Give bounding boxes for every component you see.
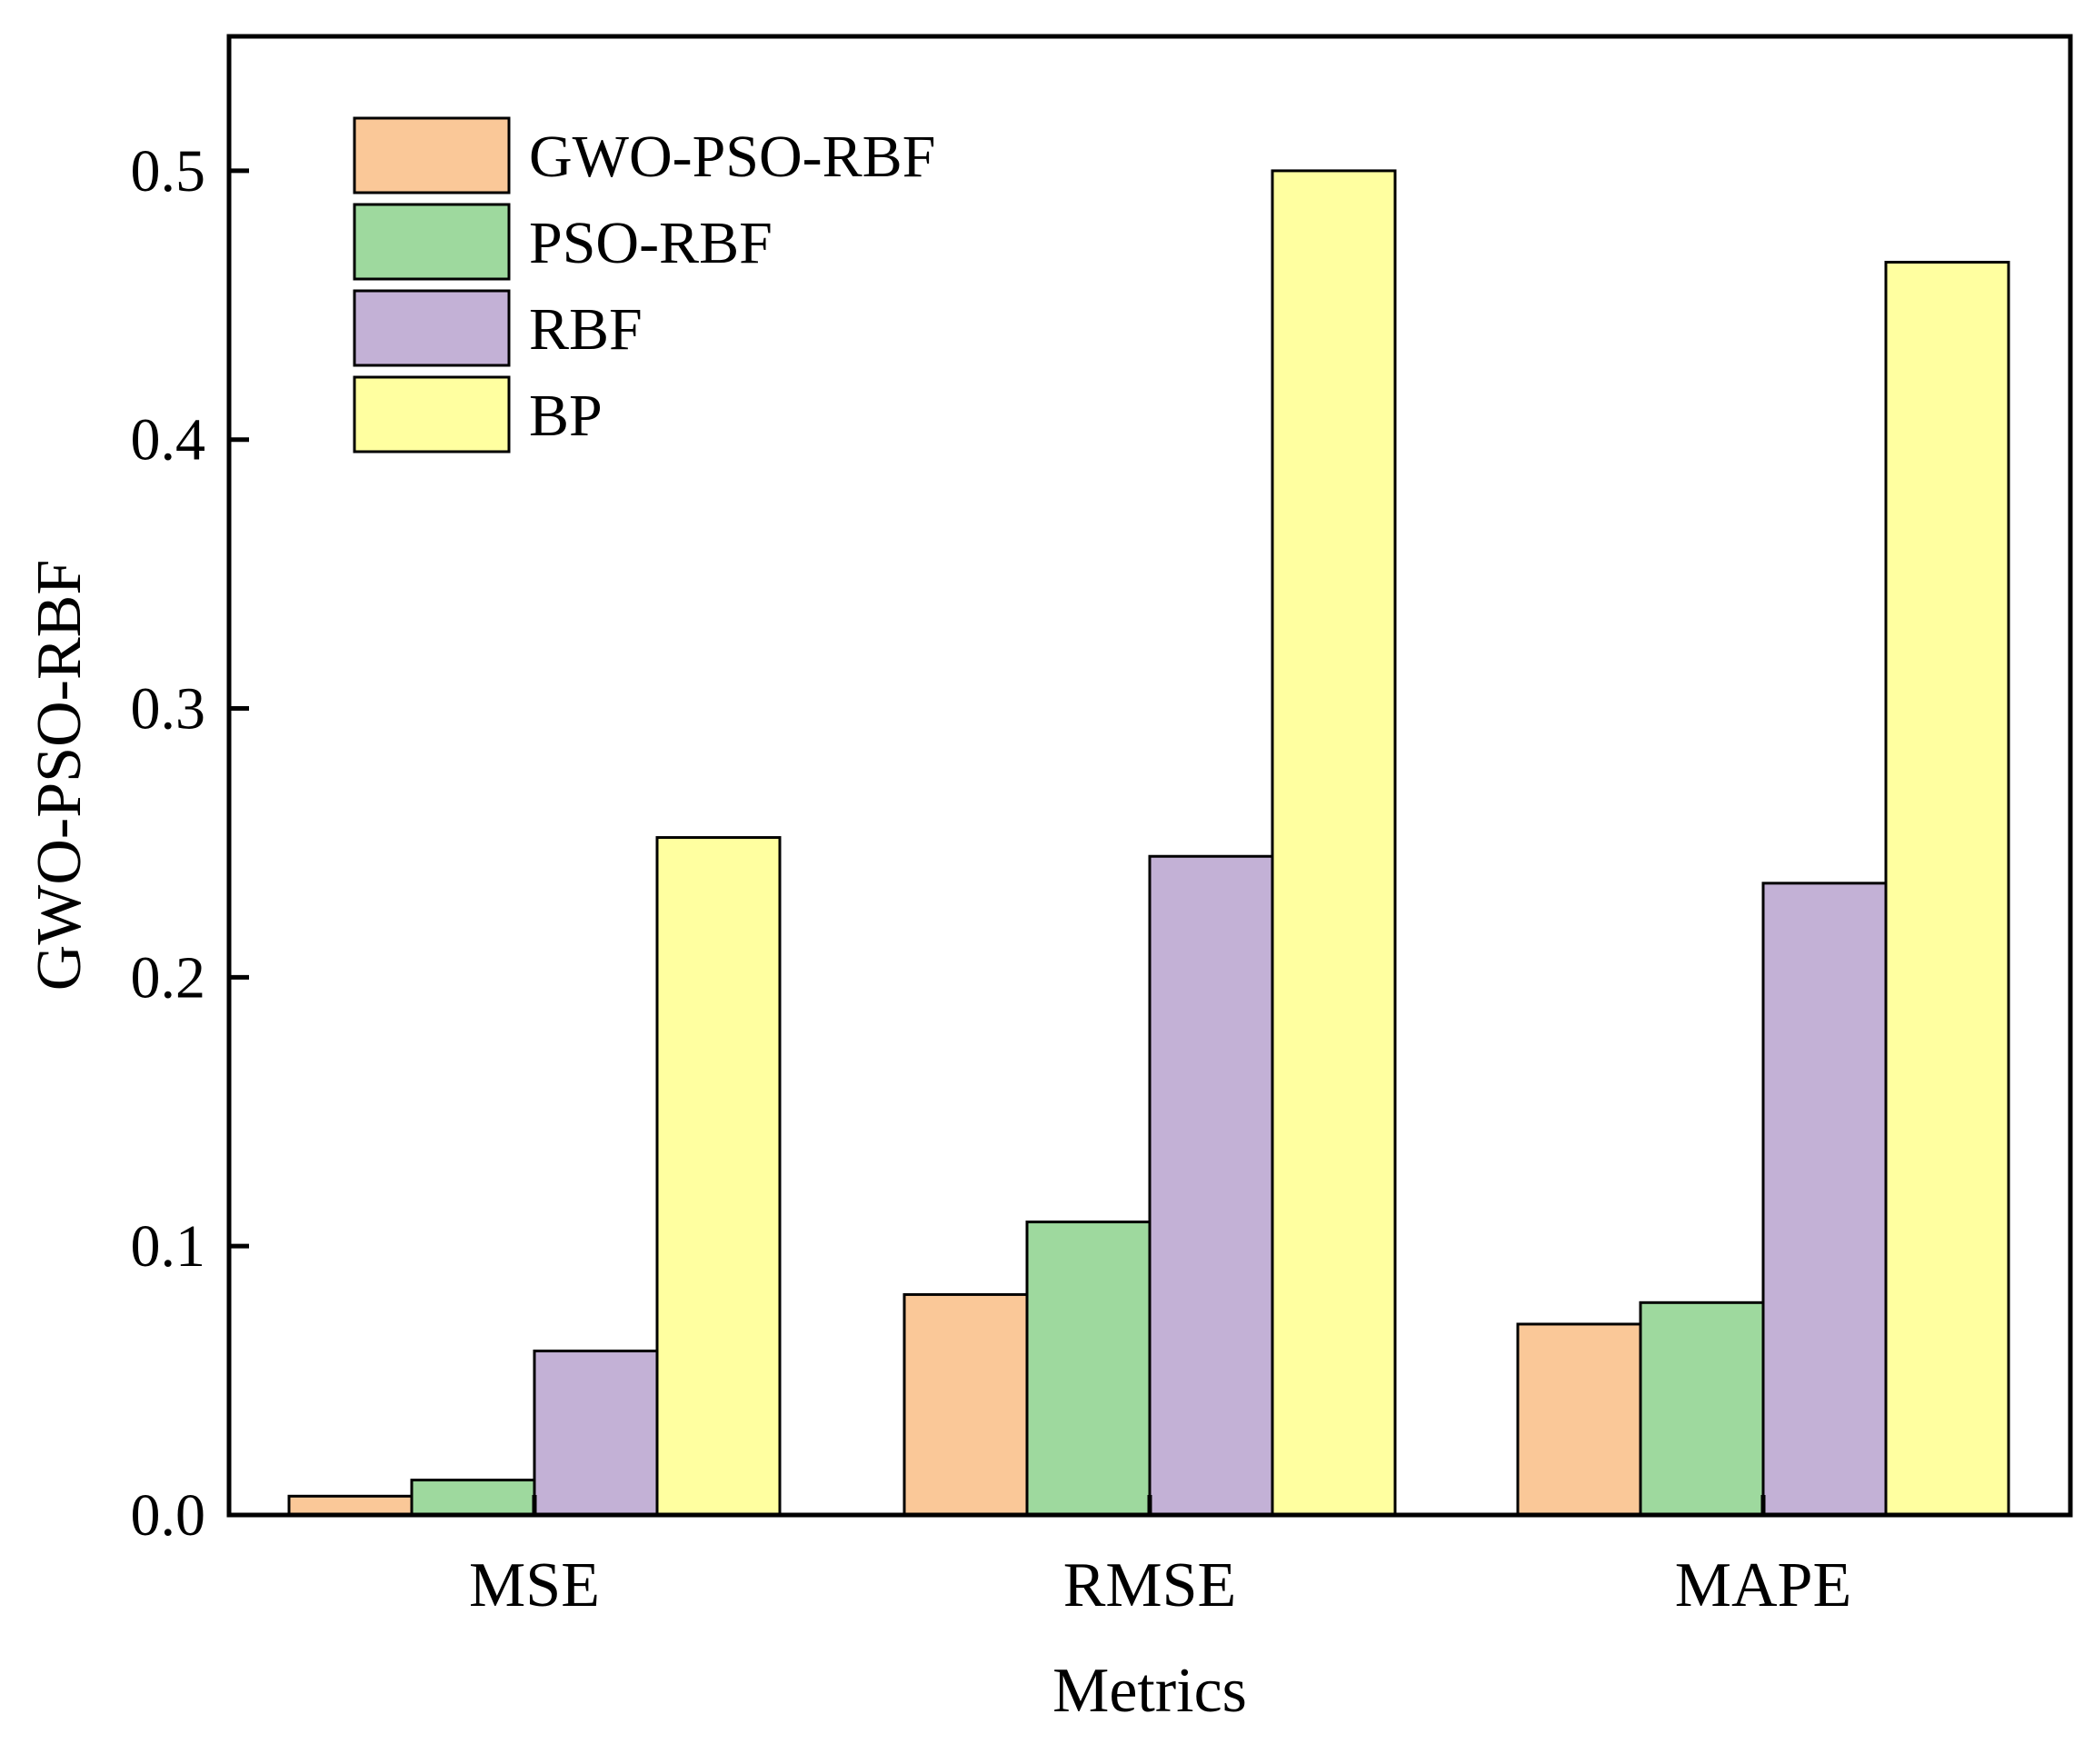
- bars-layer: [287, 169, 2010, 1517]
- legend-swatch-gwo-pso-rbf: [353, 116, 511, 194]
- bar-mape-bp: [1884, 260, 2010, 1517]
- bar-mse-rbf: [533, 1350, 659, 1517]
- bar-mse-pso-rbf: [410, 1479, 536, 1517]
- legend-label-gwo-pso-rbf: GWO-PSO-RBF: [529, 124, 935, 190]
- y-tick-label: 0.5: [131, 138, 206, 204]
- bar-mape-pso-rbf: [1639, 1301, 1765, 1517]
- x-tick-label-mape: MAPE: [1675, 1550, 1851, 1620]
- x-tick-label-rmse: RMSE: [1063, 1550, 1237, 1620]
- legend-swatch-pso-rbf: [353, 203, 511, 281]
- legend-label-bp: BP: [529, 383, 603, 449]
- bar-mse-gwo-pso-rbf: [287, 1494, 414, 1517]
- legend: GWO-PSO-RBF PSO-RBF RBF BP: [353, 116, 935, 453]
- legend-swatch-bp: [353, 375, 511, 453]
- y-tick-label: 0.4: [131, 407, 206, 473]
- y-tick-label: 0.2: [131, 944, 206, 1011]
- x-axis-title: Metrics: [1052, 1656, 1247, 1726]
- bar-mse-bp: [655, 836, 782, 1517]
- bar-rmse-pso-rbf: [1025, 1221, 1152, 1517]
- legend-label-rbf: RBF: [529, 296, 643, 363]
- bar-mape-gwo-pso-rbf: [1516, 1322, 1642, 1517]
- bar-rmse-bp: [1271, 169, 1397, 1517]
- x-axis-ticks: MSE RMSE MAPE: [469, 1495, 1851, 1620]
- bar-rmse-gwo-pso-rbf: [902, 1292, 1029, 1517]
- y-axis-title: GWO-PSO-RBF: [25, 560, 95, 992]
- legend-label-pso-rbf: PSO-RBF: [529, 210, 773, 276]
- y-axis-ticks: 0.0 0.1 0.2 0.3 0.4 0.5: [131, 138, 249, 1549]
- x-tick-label-mse: MSE: [469, 1550, 600, 1620]
- bar-rmse-rbf: [1148, 854, 1274, 1517]
- bar-mape-rbf: [1761, 882, 1888, 1517]
- legend-swatch-rbf: [353, 289, 511, 367]
- y-tick-label: 0.0: [131, 1482, 206, 1549]
- y-tick-label: 0.1: [131, 1213, 206, 1280]
- y-tick-label: 0.3: [131, 676, 206, 742]
